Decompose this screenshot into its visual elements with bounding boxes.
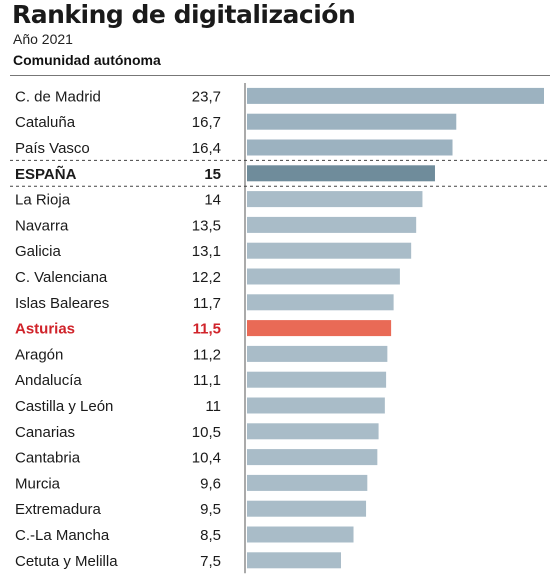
value-label: 14 bbox=[204, 192, 221, 209]
value-label: 23,7 bbox=[192, 88, 221, 105]
bar bbox=[247, 449, 378, 466]
category-label: C.-La Mancha bbox=[15, 527, 110, 544]
bar bbox=[247, 294, 394, 311]
bar bbox=[247, 191, 423, 208]
value-label: 9,6 bbox=[200, 475, 221, 492]
bar bbox=[247, 320, 392, 337]
category-label: Extremadura bbox=[15, 501, 102, 518]
bar bbox=[247, 500, 367, 517]
header-divider bbox=[10, 75, 550, 76]
category-label: Castilla y León bbox=[15, 398, 113, 415]
category-label: Islas Baleares bbox=[15, 295, 109, 312]
category-label: Cantabria bbox=[15, 450, 81, 467]
bar bbox=[247, 242, 412, 259]
category-label: Cetuta y Melilla bbox=[15, 553, 118, 570]
value-label: 8,5 bbox=[200, 527, 221, 544]
chart-subtitle: Año 2021 bbox=[13, 31, 73, 47]
bar bbox=[247, 113, 457, 130]
category-label: Navarra bbox=[15, 217, 69, 234]
category-label: Asturias bbox=[15, 321, 75, 338]
category-label: C. de Madrid bbox=[15, 88, 101, 105]
value-label: 10,4 bbox=[192, 450, 221, 467]
category-label: C. Valenciana bbox=[15, 269, 108, 286]
value-label: 11,1 bbox=[193, 372, 221, 389]
value-label: 13,5 bbox=[192, 217, 221, 234]
column-header: Comunidad autónoma bbox=[13, 52, 161, 68]
value-label: 16,7 bbox=[192, 114, 221, 131]
value-label: 13,1 bbox=[192, 243, 221, 260]
bar bbox=[247, 474, 368, 491]
category-label: País Vasco bbox=[15, 140, 90, 157]
bar bbox=[247, 87, 544, 104]
value-label: 11 bbox=[205, 398, 221, 415]
category-label: ESPAÑA bbox=[15, 165, 77, 183]
value-label: 16,4 bbox=[192, 140, 221, 157]
bar bbox=[247, 165, 435, 182]
bar bbox=[247, 216, 417, 233]
bar bbox=[247, 345, 388, 362]
category-label: Aragón bbox=[15, 346, 63, 363]
bar bbox=[247, 423, 379, 440]
value-label: 11,2 bbox=[193, 346, 221, 363]
value-label: 9,5 bbox=[200, 501, 221, 518]
bar bbox=[247, 552, 341, 569]
category-label: Andalucía bbox=[15, 372, 82, 389]
value-label: 7,5 bbox=[200, 553, 221, 570]
bar bbox=[247, 526, 354, 543]
value-label: 12,2 bbox=[192, 269, 221, 286]
value-label: 11,5 bbox=[193, 321, 221, 338]
value-label: 11,7 bbox=[193, 295, 221, 312]
category-label: Canarias bbox=[15, 424, 75, 441]
value-label: 15 bbox=[204, 166, 221, 183]
bar bbox=[247, 397, 385, 414]
bar bbox=[247, 371, 387, 388]
category-label: La Rioja bbox=[15, 192, 71, 209]
chart-title: Ranking de digitalización bbox=[12, 0, 356, 29]
category-label: Galicia bbox=[15, 243, 62, 260]
bar bbox=[247, 139, 453, 156]
category-label: Murcia bbox=[15, 475, 61, 492]
category-label: Cataluña bbox=[15, 114, 76, 131]
value-label: 10,5 bbox=[192, 424, 221, 441]
bar bbox=[247, 268, 400, 285]
